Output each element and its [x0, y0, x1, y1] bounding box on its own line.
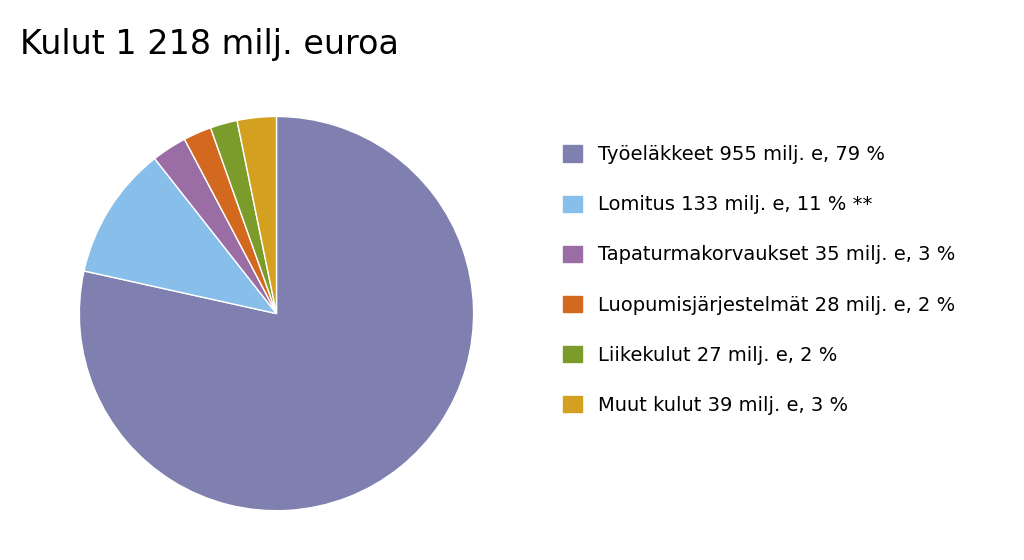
Wedge shape — [238, 116, 276, 314]
Legend: Työeläkkeet 955 milj. e, 79 %, Lomitus 133 milj. e, 11 % **, Tapaturmakorvaukset: Työeläkkeet 955 milj. e, 79 %, Lomitus 1… — [562, 145, 955, 415]
Wedge shape — [184, 128, 276, 314]
Wedge shape — [80, 116, 473, 511]
Wedge shape — [84, 158, 276, 314]
Text: Kulut 1 218 milj. euroa: Kulut 1 218 milj. euroa — [20, 28, 399, 61]
Wedge shape — [155, 139, 276, 314]
Wedge shape — [211, 120, 276, 314]
